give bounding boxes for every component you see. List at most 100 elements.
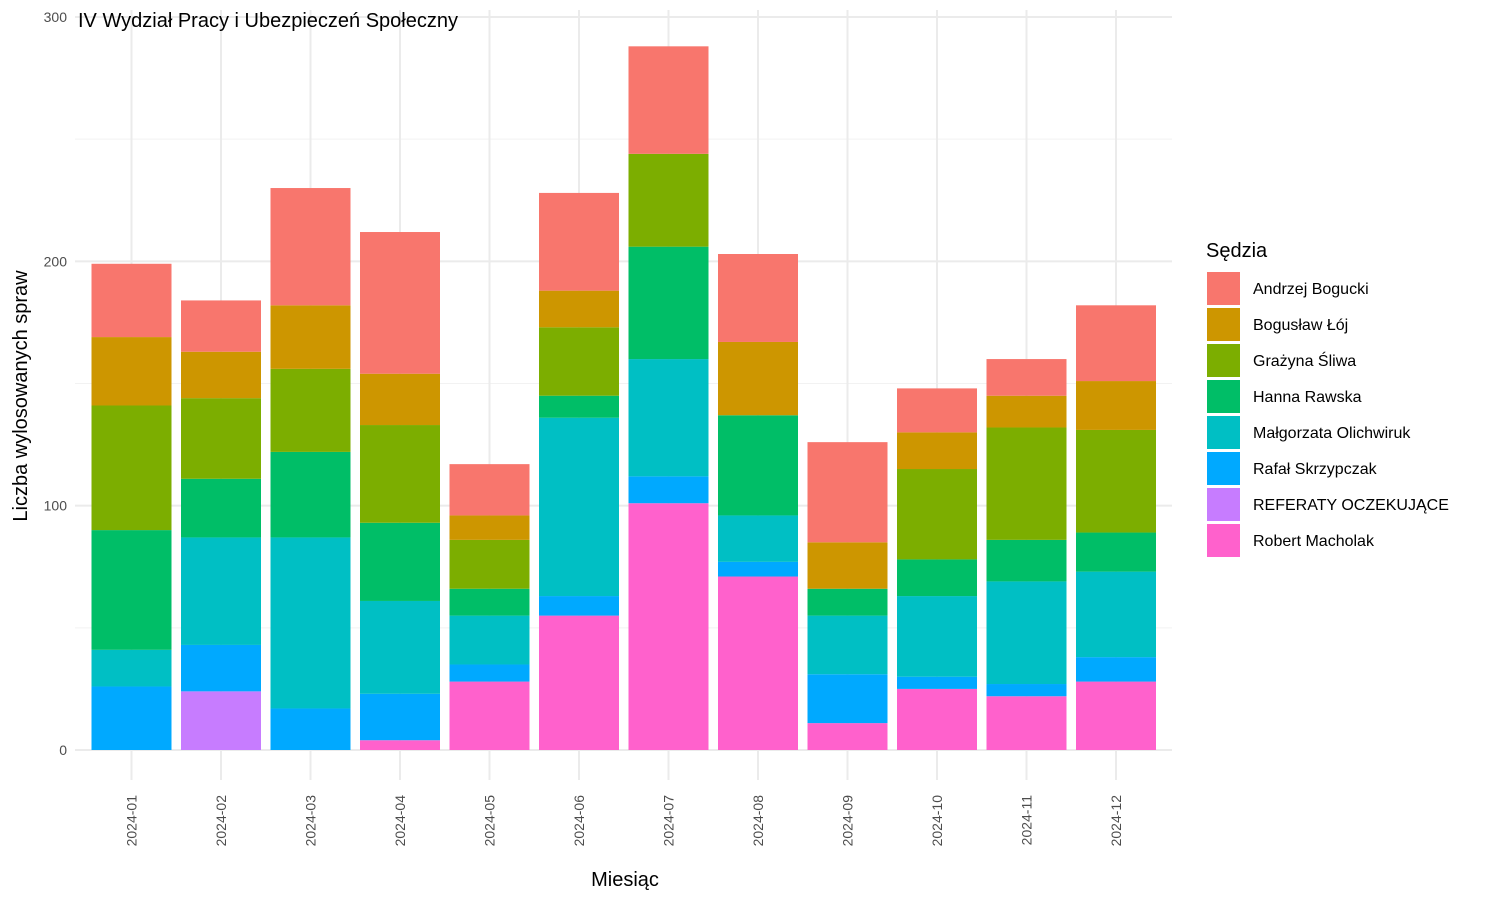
legend-swatch — [1207, 452, 1240, 485]
bar-segment — [449, 588, 530, 616]
y-axis-tick-labels: 0 100 200 300 — [44, 9, 68, 758]
x-tick-label: 2024-06 — [571, 795, 587, 847]
bar-segment — [539, 327, 619, 396]
bar-segment — [897, 559, 977, 597]
bar-segment — [270, 305, 351, 369]
legend-items: Andrzej Bogucki Bogusław Łój Grażyna Śliwa… — [1207, 272, 1449, 557]
bar-segment — [91, 405, 172, 531]
bar-segment — [539, 615, 619, 750]
legend-swatch — [1207, 524, 1240, 557]
bar-segment — [897, 688, 977, 750]
bar-segment — [897, 469, 977, 560]
bar-segment — [181, 644, 261, 692]
bar-segment — [718, 341, 798, 416]
bar-segment — [449, 664, 530, 682]
bar-segment — [628, 46, 709, 154]
bar-segment — [628, 153, 709, 247]
bar-segment — [360, 600, 440, 694]
legend-swatch — [1207, 344, 1240, 377]
legend-item: REFERATY OCZEKUJĄCE — [1207, 488, 1449, 521]
bar-segment — [986, 359, 1067, 396]
bar-segment — [181, 398, 261, 479]
bar-segment — [718, 561, 798, 577]
bar-segment — [360, 522, 440, 601]
bar-segment — [986, 395, 1067, 428]
bar-segment — [1076, 429, 1156, 533]
bar-segment — [628, 503, 709, 750]
legend-swatch — [1207, 488, 1240, 521]
bar-segment — [807, 723, 888, 750]
bar-segment — [718, 576, 798, 750]
bar-segment — [718, 515, 798, 562]
bar-segment — [807, 542, 888, 589]
legend-item: Bogusław Łój — [1207, 308, 1348, 341]
legend-label: Rafał Skrzypczak — [1253, 461, 1378, 478]
bar-segment — [270, 451, 351, 538]
bar-stacks — [91, 46, 1156, 750]
legend-item: Rafał Skrzypczak — [1207, 452, 1378, 485]
bar-segment — [449, 515, 530, 540]
x-tick-label: 2024-02 — [213, 795, 229, 847]
bar-segment — [360, 693, 440, 741]
bar-segment — [1076, 681, 1156, 750]
bar-segment — [449, 464, 530, 516]
bar-segment — [718, 254, 798, 342]
bar-segment — [1076, 305, 1156, 382]
bar-segment — [91, 530, 172, 650]
legend-item: Andrzej Bogucki — [1207, 272, 1369, 305]
bar-segment — [360, 425, 440, 523]
x-tick-label: 2024-10 — [929, 795, 945, 847]
x-tick-label: 2024-03 — [303, 795, 319, 847]
legend: Sędzia Andrzej Bogucki Bogusław Łój Grażyn… — [1206, 240, 1449, 557]
bar-segment — [181, 537, 261, 645]
bar-segment — [628, 359, 709, 477]
bar-segment — [449, 681, 530, 750]
bar-segment — [986, 581, 1067, 685]
bar-segment — [270, 368, 351, 452]
y-tick-label: 300 — [44, 9, 68, 25]
bar-segment — [1076, 381, 1156, 430]
bar-segment — [628, 476, 709, 504]
legend-item: Małgorzata Olichwiruk — [1207, 416, 1411, 449]
x-axis-title: Miesiąc — [591, 869, 659, 891]
x-tick-label: 2024-04 — [392, 795, 408, 847]
x-tick-label: 2024-01 — [124, 795, 140, 847]
legend-swatch — [1207, 380, 1240, 413]
y-tick-label: 200 — [44, 253, 68, 269]
bar-segment — [91, 263, 172, 338]
x-tick-label: 2024-05 — [482, 795, 498, 847]
bar-segment — [449, 615, 530, 665]
bar-segment — [986, 684, 1067, 697]
bar-segment — [270, 708, 351, 750]
bar-segment — [897, 596, 977, 677]
bar-segment — [539, 290, 619, 328]
bar-segment — [1076, 532, 1156, 572]
y-tick-label: 100 — [44, 498, 68, 514]
chart-title: IV Wydział Pracy i Ubezpieczeń Społeczny — [78, 10, 458, 32]
legend-label: Bogusław Łój — [1253, 317, 1348, 334]
legend-label: Hanna Rawska — [1253, 389, 1362, 406]
bar-segment — [897, 676, 977, 689]
bar-segment — [1076, 657, 1156, 682]
legend-label: REFERATY OCZEKUJĄCE — [1253, 497, 1449, 514]
x-tick-label: 2024-09 — [840, 795, 856, 847]
bar-segment — [897, 432, 977, 470]
legend-item: Hanna Rawska — [1207, 380, 1362, 413]
bar-segment — [539, 395, 619, 418]
bar-segment — [449, 539, 530, 589]
legend-label: Robert Macholak — [1253, 533, 1375, 550]
legend-swatch — [1207, 272, 1240, 305]
legend-swatch — [1207, 416, 1240, 449]
legend-title: Sędzia — [1206, 240, 1268, 262]
x-tick-label: 2024-08 — [750, 795, 766, 847]
bar-segment — [539, 192, 619, 291]
bar-segment — [91, 686, 172, 750]
bar-segment — [986, 539, 1067, 582]
bar-segment — [270, 537, 351, 709]
bar-segment — [807, 588, 888, 616]
bar-segment — [360, 232, 440, 374]
bar-segment — [807, 615, 888, 675]
bar-segment — [181, 478, 261, 538]
y-axis-title: Liczba wylosowanych spraw — [10, 270, 32, 522]
